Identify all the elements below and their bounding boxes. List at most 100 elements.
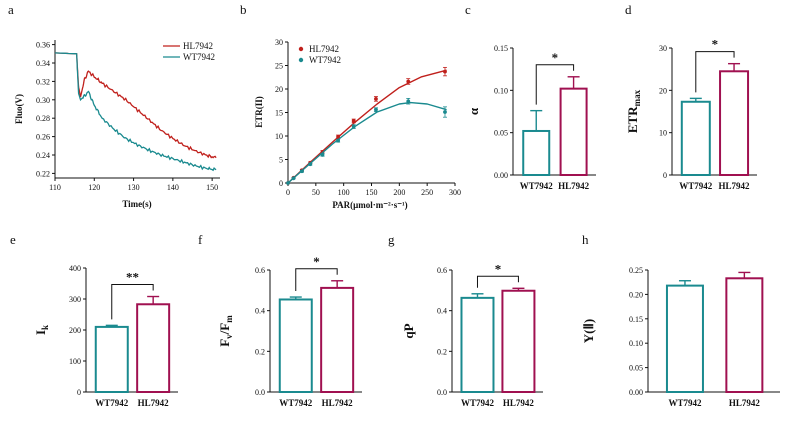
y-tick-label: 300 bbox=[69, 295, 81, 304]
x-tick-label: 50 bbox=[312, 188, 320, 197]
significance-bracket bbox=[695, 51, 735, 93]
y-tick-label: 100 bbox=[69, 357, 81, 366]
legend-label: HL7942 bbox=[309, 44, 339, 54]
x-tick-label: 150 bbox=[366, 188, 378, 197]
x-tick-label: WT7942 bbox=[95, 398, 129, 408]
y-tick-label: 0.15 bbox=[629, 315, 643, 324]
x-tick-label: HL7942 bbox=[503, 398, 535, 408]
y-tick-label: 0.22 bbox=[36, 169, 50, 178]
y-tick-label: 0.4 bbox=[255, 307, 265, 316]
panel-label-b: b bbox=[240, 2, 247, 17]
bar-HL7942 bbox=[501, 289, 536, 393]
y-tick-label: 400 bbox=[69, 264, 81, 273]
panel-g: 0.0 0.2 0.4 0.6 WT7942 HL7942 * qP bbox=[401, 261, 543, 408]
bar-WT7942 bbox=[665, 284, 704, 393]
y-tick-label: 0.10 bbox=[629, 339, 643, 348]
legend-label: WT7942 bbox=[183, 52, 215, 62]
panel-label-f: f bbox=[198, 232, 203, 247]
panel-label-a: a bbox=[8, 2, 14, 17]
y-tick-label: 0.15 bbox=[494, 44, 508, 53]
y-axis-label: qP bbox=[401, 323, 416, 338]
significance-bracket bbox=[476, 275, 519, 288]
legend-label: WT7942 bbox=[309, 55, 341, 65]
x-tick-label: 150 bbox=[206, 183, 218, 192]
significance-bracket bbox=[535, 64, 575, 105]
y-tick-label: 0.30 bbox=[36, 96, 50, 105]
bar-WT7942 bbox=[460, 296, 495, 393]
bar-HL7942 bbox=[725, 277, 764, 393]
legend-label: HL7942 bbox=[183, 41, 213, 51]
data-point bbox=[374, 107, 378, 112]
significance-label: * bbox=[712, 37, 719, 52]
data-point bbox=[308, 162, 313, 167]
bar-WT7942 bbox=[680, 100, 711, 176]
y-tick-label: 0 bbox=[279, 179, 283, 188]
y-tick-label: 30 bbox=[275, 38, 283, 47]
data-point bbox=[286, 181, 290, 185]
y-tick-label: 0.6 bbox=[437, 266, 447, 275]
data-point bbox=[291, 176, 296, 181]
y-tick-label: 0.20 bbox=[629, 290, 643, 299]
y-tick-label: 20 bbox=[659, 86, 667, 95]
bar-WT7942 bbox=[94, 325, 129, 393]
y-tick-label: 0.34 bbox=[36, 59, 50, 68]
y-tick-label: 200 bbox=[69, 326, 81, 335]
legend-marker bbox=[298, 46, 304, 52]
y-axis-label: Ik bbox=[33, 325, 50, 335]
bar-HL7942 bbox=[136, 303, 171, 393]
x-tick-label: 300 bbox=[449, 188, 461, 197]
x-axis-label: Time(s) bbox=[122, 199, 151, 209]
data-point bbox=[336, 138, 340, 143]
significance-label: * bbox=[313, 254, 320, 269]
x-tick-label: 0 bbox=[286, 188, 290, 197]
y-tick-label: 0.10 bbox=[494, 86, 508, 95]
y-tick-label: 5 bbox=[279, 156, 283, 165]
bar-WT7942 bbox=[278, 298, 313, 394]
series-line-HL7942 bbox=[54, 52, 217, 159]
significance-label: * bbox=[552, 50, 559, 65]
bar-HL7942 bbox=[320, 286, 355, 394]
y-tick-label: 0.26 bbox=[36, 133, 50, 142]
panel-label-d: d bbox=[625, 2, 632, 17]
y-tick-label: 0.2 bbox=[437, 347, 447, 356]
x-tick-label: WT7942 bbox=[679, 181, 713, 191]
fit-line-WT7942 bbox=[287, 101, 447, 184]
y-axis-label: α bbox=[466, 107, 481, 115]
y-tick-label: 0.24 bbox=[36, 151, 50, 160]
y-tick-label: 0.32 bbox=[36, 77, 50, 86]
bar-WT7942 bbox=[522, 129, 551, 176]
panel-label-c: c bbox=[465, 2, 471, 17]
y-tick-label: 0.00 bbox=[494, 171, 508, 180]
y-tick-label: 0 bbox=[77, 388, 81, 397]
data-point bbox=[351, 119, 356, 123]
panel-h: 0.00 0.05 0.10 0.15 0.20 0.25 WT7942 HL7942 Y(Ⅱ) bbox=[581, 266, 780, 408]
panel-a: 0.22 0.24 0.26 0.28 0.30 0.32 0.34 0.36 110 120 13… bbox=[14, 40, 220, 209]
y-axis-label: ETR(II) bbox=[254, 96, 264, 128]
y-tick-label: 10 bbox=[659, 129, 667, 138]
panel-f: 0.0 0.2 0.4 0.6 WT7942 HL7942 * Fv/Fm bbox=[217, 254, 362, 408]
y-tick-label: 0.05 bbox=[629, 364, 643, 373]
y-tick-label: 10 bbox=[275, 132, 283, 141]
x-tick-label: 130 bbox=[128, 183, 140, 192]
data-point bbox=[406, 99, 411, 104]
panel-e: 0 100 200 300 400 WT7942 HL7942 ** Ik bbox=[33, 264, 178, 408]
data-point bbox=[336, 135, 340, 139]
panel-d: 0 10 20 30 WT7942 HL7942 * ETRmax bbox=[625, 37, 757, 191]
x-tick-label: HL7942 bbox=[558, 181, 590, 191]
y-axis-label: Y(Ⅱ) bbox=[581, 319, 596, 343]
x-tick-label: HL7942 bbox=[322, 398, 354, 408]
legend-marker bbox=[298, 57, 304, 63]
data-point bbox=[320, 152, 325, 157]
y-axis-label: ETRmax bbox=[625, 89, 642, 133]
bar-HL7942 bbox=[559, 87, 588, 176]
x-tick-label: 250 bbox=[421, 188, 433, 197]
y-tick-label: 0.28 bbox=[36, 114, 50, 123]
x-tick-label: 200 bbox=[393, 188, 405, 197]
significance-label: * bbox=[495, 261, 502, 276]
data-point bbox=[300, 169, 304, 174]
y-tick-label: 0.05 bbox=[494, 129, 508, 138]
y-tick-label: 0 bbox=[663, 171, 667, 180]
data-point bbox=[351, 124, 356, 129]
significance-bracket bbox=[111, 284, 154, 320]
